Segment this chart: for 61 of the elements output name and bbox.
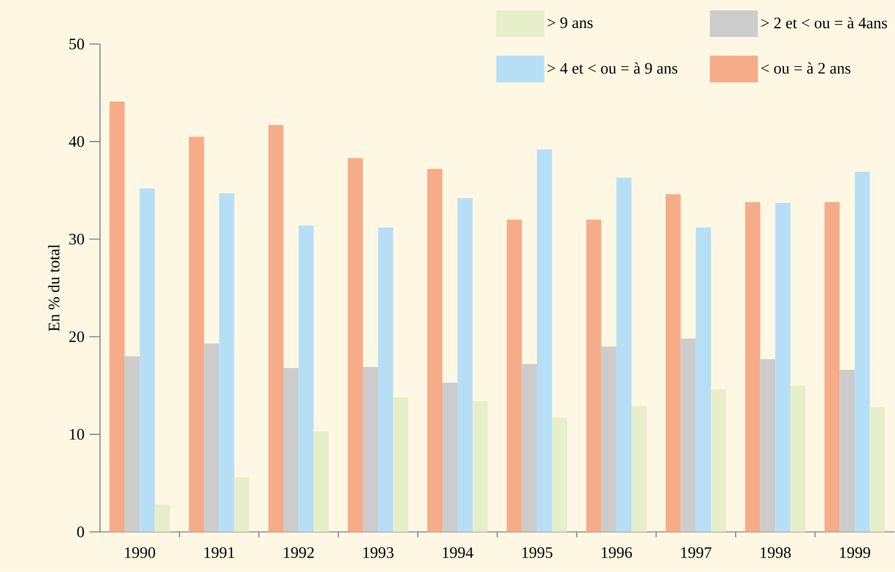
y-tick-label: 40 <box>68 136 84 148</box>
bar <box>458 198 473 532</box>
bar <box>219 193 234 532</box>
bar <box>284 368 299 532</box>
x-tick-label: 1994 <box>442 547 474 558</box>
bar <box>824 202 840 532</box>
bar <box>442 382 458 532</box>
bar <box>840 370 855 532</box>
legend-label: > 4 et < ou = à 9 ans <box>548 62 678 74</box>
bar <box>268 125 284 532</box>
x-tick-label: 1998 <box>760 547 791 558</box>
x-tick-label: 1993 <box>363 547 394 558</box>
x-tick-label: 1999 <box>840 547 870 558</box>
bar <box>110 102 125 532</box>
bar <box>632 406 647 532</box>
bar <box>393 397 408 532</box>
y-tick-label: 0 <box>77 526 84 538</box>
legend-label: > 2 et < ou = à 4ans <box>761 17 887 28</box>
bar <box>586 220 602 532</box>
bar <box>506 220 522 532</box>
legend-label: > 9 ans <box>548 17 593 28</box>
x-tick-label: 1996 <box>602 547 632 558</box>
y-tick-label: 10 <box>70 428 84 440</box>
y-tick-label: 30 <box>69 234 84 245</box>
bar <box>124 356 140 532</box>
bar <box>522 364 537 532</box>
bar <box>362 367 378 532</box>
y-axis-title: En % du total <box>48 244 60 332</box>
bar <box>140 188 155 532</box>
bar <box>314 431 329 532</box>
bar <box>154 504 170 532</box>
bar <box>790 386 806 532</box>
bar <box>378 228 394 532</box>
bar <box>775 203 790 532</box>
bar <box>745 202 760 532</box>
x-tick-label: 1997 <box>681 547 712 558</box>
bar <box>298 226 314 532</box>
bar <box>696 228 711 532</box>
y-tick-label: 20 <box>69 331 84 342</box>
bar <box>854 172 870 532</box>
bar <box>870 407 885 532</box>
x-tick-label: 1995 <box>522 547 552 558</box>
bar <box>760 359 776 532</box>
bar <box>710 389 726 532</box>
x-tick-label: 1991 <box>204 547 234 558</box>
bar <box>234 477 250 532</box>
bar <box>188 136 204 532</box>
bar <box>536 149 552 532</box>
x-tick-label: 1992 <box>284 547 314 558</box>
bar <box>680 338 696 532</box>
y-tick-label: 50 <box>70 38 84 50</box>
bar <box>666 194 681 532</box>
x-tick-label: 1990 <box>125 547 156 558</box>
bar <box>427 168 442 532</box>
bar <box>204 344 220 532</box>
bar <box>552 418 568 532</box>
bar <box>348 158 363 532</box>
legend-label: < ou = à 2 ans <box>761 62 850 74</box>
bar <box>601 346 616 532</box>
bar <box>472 401 488 532</box>
bar <box>616 178 632 532</box>
